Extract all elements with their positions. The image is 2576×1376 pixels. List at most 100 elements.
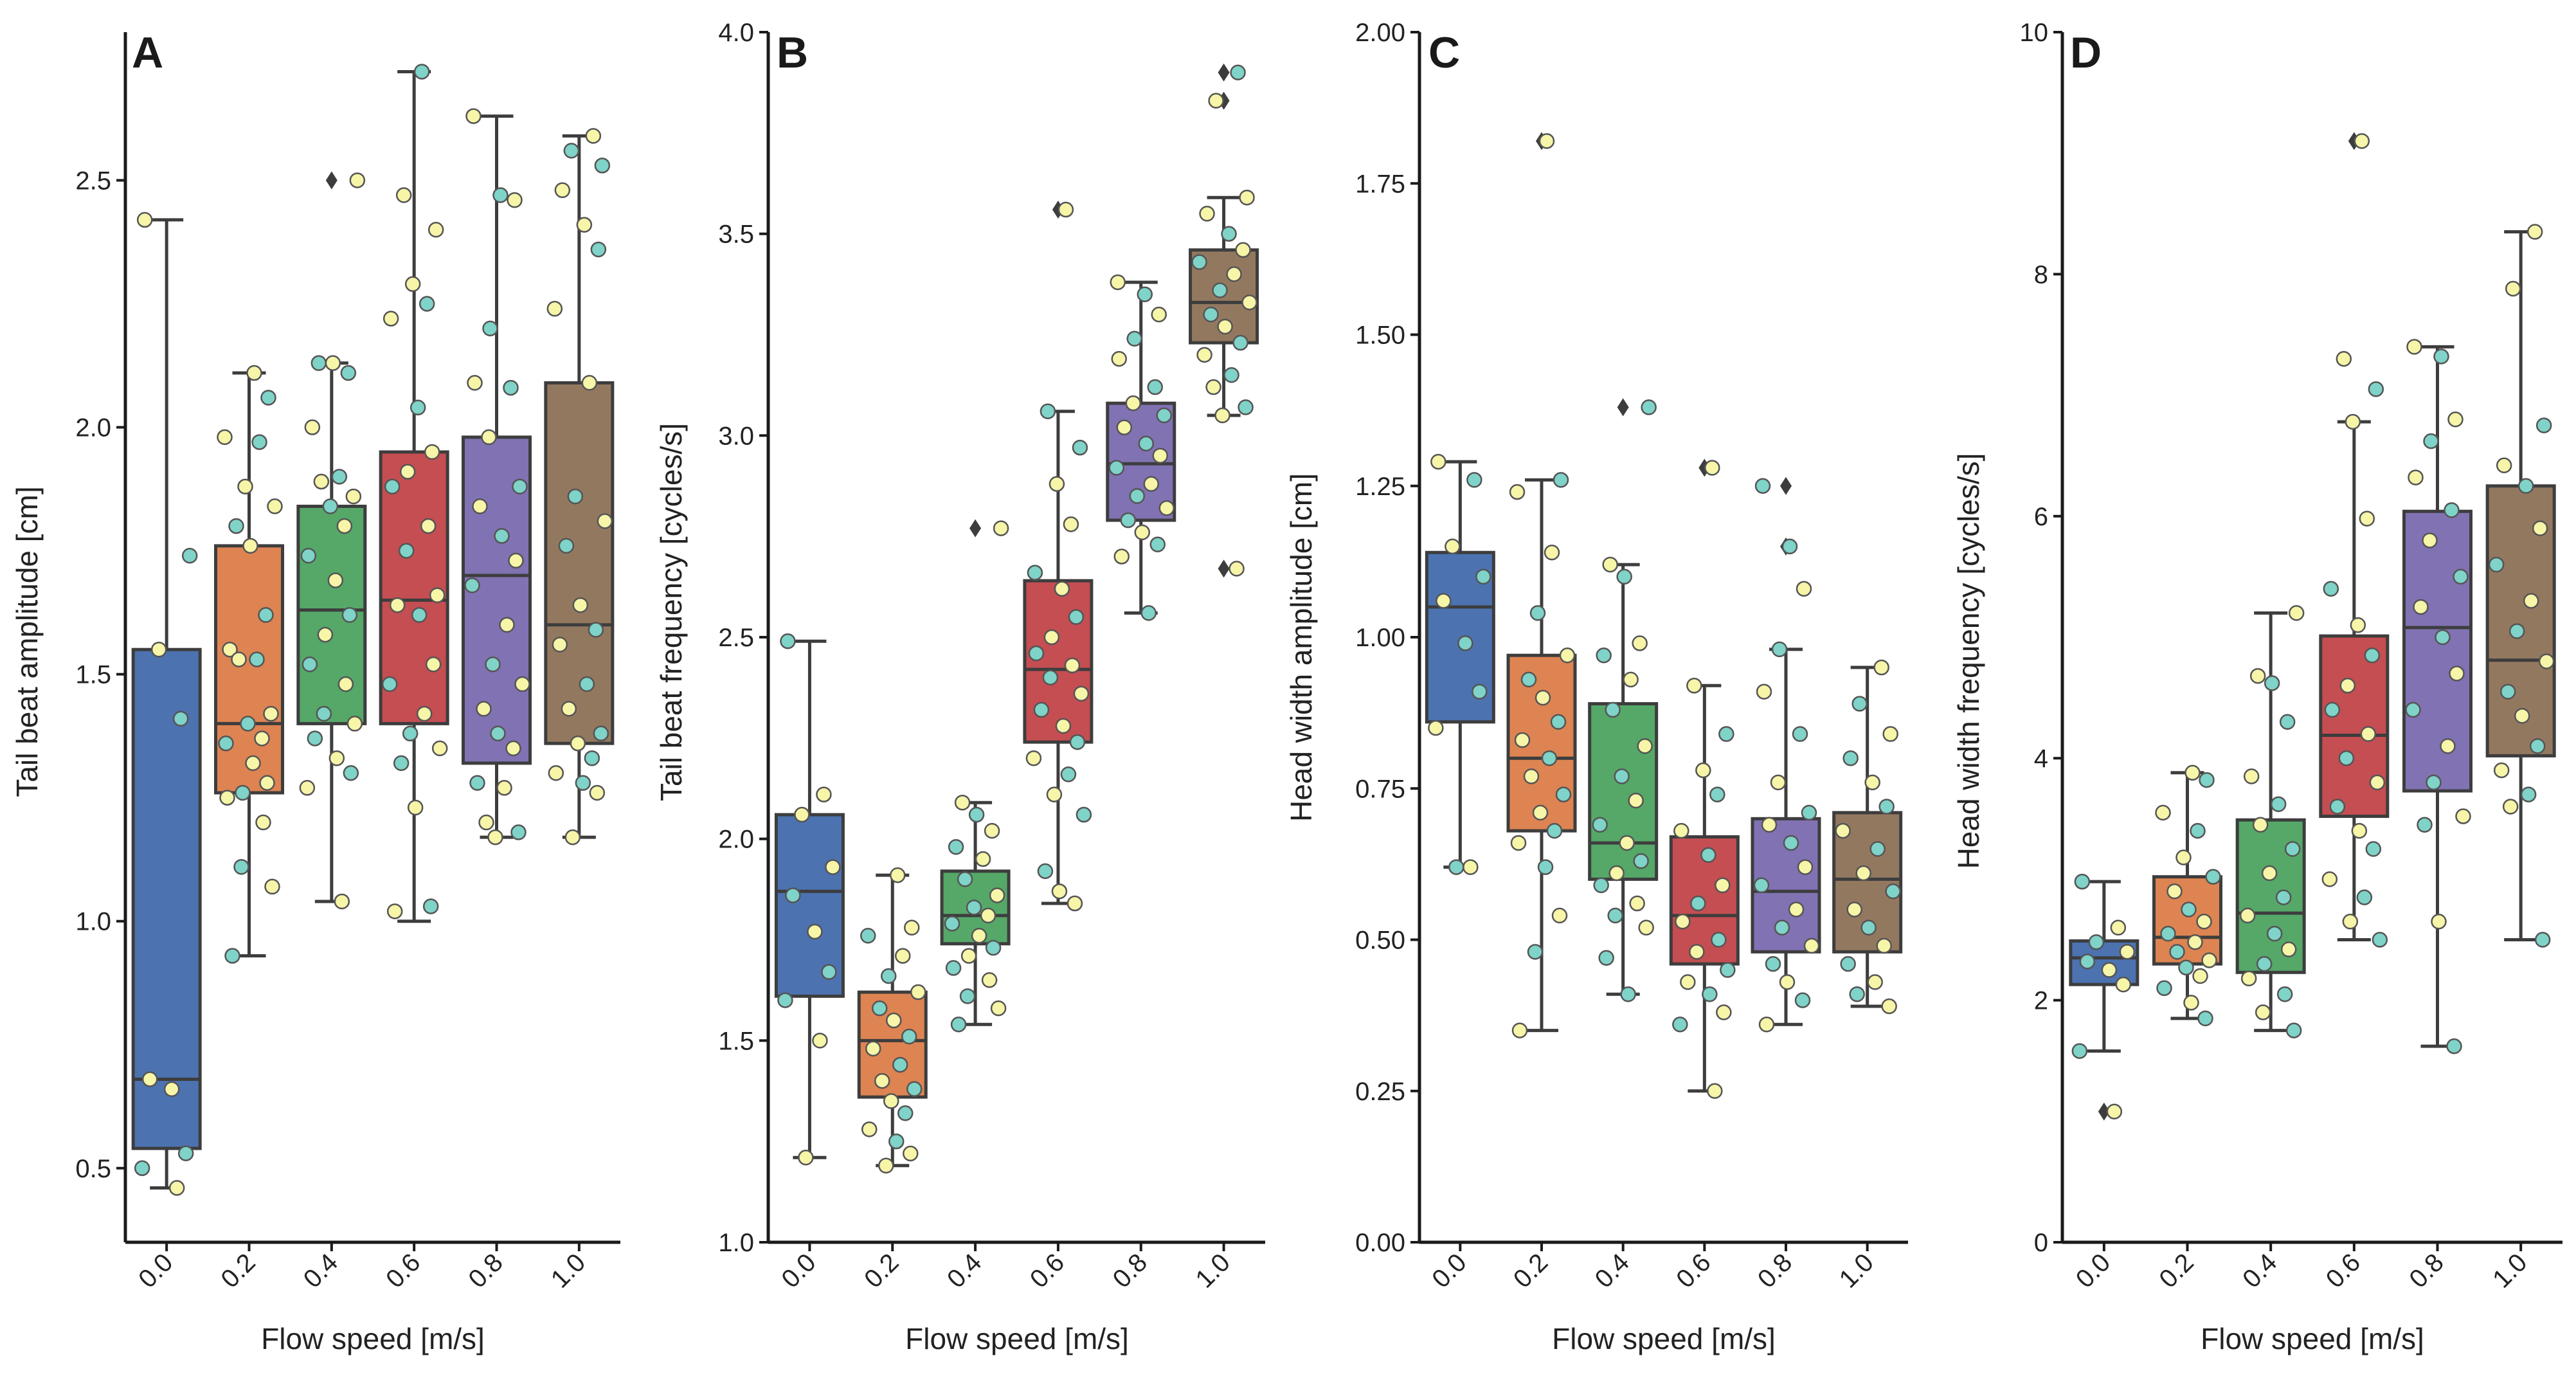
data-point bbox=[1672, 1016, 1688, 1033]
data-point bbox=[263, 705, 279, 722]
box-0.4 bbox=[1588, 702, 1659, 881]
data-point bbox=[1607, 907, 1623, 924]
y-tick-label: 0.25 bbox=[1355, 1078, 1405, 1106]
data-point bbox=[1720, 962, 1736, 978]
data-point bbox=[2119, 944, 2136, 960]
x-axis-title: Flow speed [m/s] bbox=[1552, 1322, 1776, 1355]
y-tick-label: 1.0 bbox=[718, 1229, 754, 1257]
y-tick-label: 0.75 bbox=[1355, 775, 1405, 803]
data-point bbox=[431, 740, 448, 757]
data-point bbox=[1158, 500, 1175, 516]
data-point bbox=[2285, 1022, 2302, 1038]
data-point bbox=[1869, 841, 1886, 857]
data-point bbox=[304, 419, 321, 435]
data-point bbox=[1629, 895, 1645, 912]
data-point bbox=[572, 597, 589, 613]
data-point bbox=[1043, 629, 1060, 646]
panel-c: 0.00 0.25 0.50 0.75 1.00 1.25 1.50 1.75 2.00 0.0 0… bbox=[1284, 19, 1908, 1355]
x-tick-label: 0.2 bbox=[215, 1248, 260, 1293]
x-tick-label: 0.4 bbox=[942, 1248, 987, 1293]
data-point bbox=[593, 725, 609, 742]
data-point bbox=[1623, 671, 1639, 688]
data-point bbox=[1882, 726, 1898, 742]
x-tick-label: 0.0 bbox=[776, 1248, 821, 1293]
data-point bbox=[1076, 806, 1092, 823]
data-point bbox=[2205, 869, 2221, 885]
data-point bbox=[1532, 804, 1549, 821]
data-point bbox=[816, 786, 832, 802]
data-point bbox=[1214, 407, 1230, 424]
data-point bbox=[150, 641, 167, 658]
data-point bbox=[496, 780, 512, 796]
x-tick-label: 0.2 bbox=[1508, 1248, 1553, 1293]
data-point bbox=[2324, 702, 2341, 718]
outlier-marker bbox=[1780, 476, 1792, 495]
data-point bbox=[2372, 932, 2388, 948]
data-point bbox=[1134, 524, 1150, 541]
data-point bbox=[2426, 774, 2442, 791]
data-point bbox=[1229, 561, 1245, 577]
data-point bbox=[2351, 822, 2368, 839]
data-point bbox=[1140, 605, 1157, 621]
data-point bbox=[1232, 334, 1248, 351]
data-point bbox=[2261, 865, 2278, 882]
y-axis-title: Tail beat frequency [cycles/s] bbox=[654, 423, 688, 801]
data-point bbox=[2284, 841, 2301, 857]
data-point bbox=[1025, 750, 1042, 766]
data-point bbox=[2505, 280, 2521, 297]
data-point bbox=[1779, 974, 1796, 990]
data-point bbox=[895, 948, 911, 964]
data-point bbox=[469, 775, 485, 791]
data-point bbox=[307, 730, 323, 747]
data-point bbox=[1616, 568, 1632, 585]
data-point bbox=[2408, 469, 2424, 485]
data-point bbox=[980, 907, 996, 924]
data-point bbox=[2517, 478, 2534, 494]
data-point bbox=[141, 1071, 158, 1087]
data-point bbox=[554, 182, 571, 199]
data-point bbox=[865, 1040, 881, 1057]
data-point bbox=[1715, 877, 1731, 894]
data-point bbox=[1551, 907, 1568, 924]
data-point bbox=[1466, 472, 1482, 488]
data-point bbox=[1546, 822, 1563, 839]
data-point bbox=[2496, 457, 2512, 474]
box-0.8 bbox=[2402, 509, 2472, 793]
data-point bbox=[1212, 282, 1228, 298]
x-tick-label: 1.0 bbox=[2487, 1248, 2532, 1293]
data-point bbox=[777, 992, 793, 1008]
data-point bbox=[1592, 817, 1608, 833]
data-point bbox=[383, 311, 399, 327]
data-point bbox=[2417, 817, 2433, 833]
y-tick-label: 10 bbox=[2020, 19, 2049, 47]
data-point bbox=[552, 637, 568, 653]
data-point bbox=[990, 1000, 1007, 1017]
data-point bbox=[233, 858, 249, 875]
data-point bbox=[507, 192, 523, 208]
data-point bbox=[794, 806, 810, 823]
data-point bbox=[798, 1150, 814, 1166]
outlier-marker bbox=[2098, 1102, 2110, 1121]
data-point bbox=[2270, 796, 2287, 812]
data-point bbox=[1110, 274, 1126, 291]
outlier-marker bbox=[969, 519, 982, 538]
data-point bbox=[2256, 955, 2273, 972]
data-point bbox=[316, 705, 332, 722]
data-point bbox=[872, 1000, 888, 1017]
point-layer bbox=[777, 64, 1257, 1174]
data-point bbox=[1203, 306, 1219, 323]
x-axis-title: Flow speed [m/s] bbox=[261, 1322, 485, 1355]
data-point bbox=[584, 750, 600, 766]
data-point bbox=[886, 1012, 902, 1029]
data-point bbox=[1641, 399, 1657, 415]
data-point bbox=[981, 972, 998, 988]
data-point bbox=[1241, 294, 1257, 311]
data-point bbox=[2266, 925, 2283, 942]
data-point bbox=[1138, 435, 1154, 452]
data-point bbox=[588, 622, 604, 638]
data-point bbox=[1055, 718, 1072, 734]
y-tick-label: 0 bbox=[2034, 1229, 2048, 1257]
data-point bbox=[1855, 865, 1871, 882]
data-point bbox=[576, 217, 593, 233]
data-point bbox=[329, 750, 345, 766]
